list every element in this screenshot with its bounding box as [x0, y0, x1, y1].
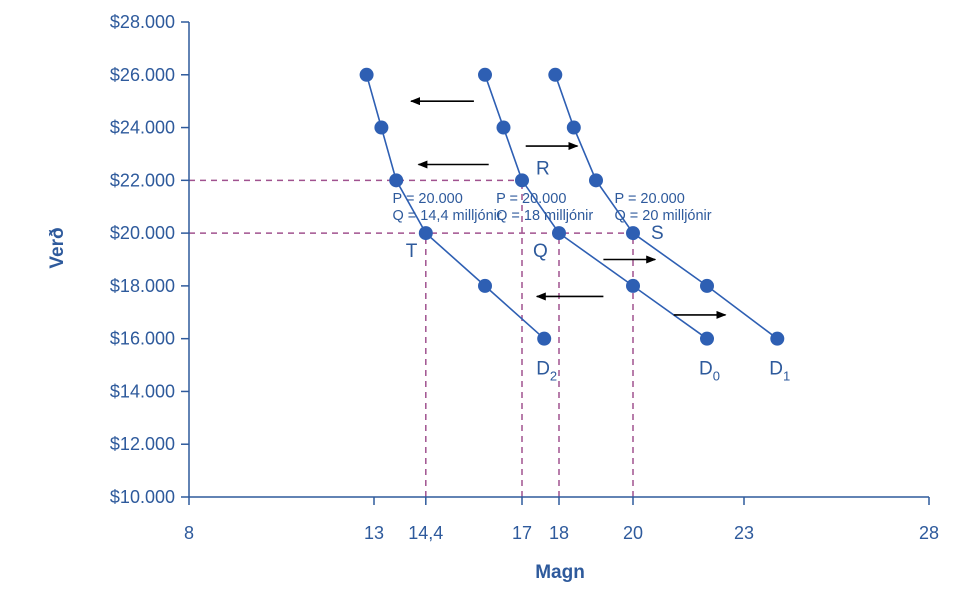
y-tick-label: $20.000 [110, 223, 175, 243]
point-label: Q [533, 241, 548, 262]
data-point [515, 173, 529, 188]
data-point [770, 331, 785, 346]
curve-label-subscript: 2 [550, 369, 557, 384]
x-tick-label: 23 [734, 523, 754, 543]
data-point [478, 278, 492, 293]
curves-layer [365, 74, 778, 340]
annotation-price: P = 20.000 [393, 191, 463, 207]
point-label: S [651, 223, 664, 244]
data-point [537, 331, 552, 346]
data-point [418, 226, 433, 241]
y-tick-label: $22.000 [110, 170, 175, 190]
data-point [359, 67, 374, 82]
y-tick-label: $28.000 [110, 12, 175, 32]
guide-lines-layer [189, 179, 634, 497]
arrows-layer [410, 97, 727, 319]
data-point [389, 173, 404, 188]
data-point [700, 278, 714, 293]
x-tick-label: 8 [184, 523, 194, 543]
x-tick-label: 20 [623, 523, 643, 543]
data-point [478, 67, 492, 82]
data-point [589, 173, 603, 188]
x-tick-label: 18 [549, 523, 569, 543]
demand-curve-d0 [484, 74, 708, 340]
y-tick-label: $18.000 [110, 276, 175, 296]
axes-layer: $10.000 $12.000 $14.000 $16.000 $18.000 $20.0… [110, 12, 939, 543]
y-tick-label: $16.000 [110, 329, 175, 349]
point-label: R [536, 158, 550, 179]
y-axis-title: Verð [47, 227, 68, 268]
point-label: T [406, 241, 418, 262]
x-tick-label: 17 [512, 523, 532, 543]
curve-label-d2: D2 [536, 359, 557, 384]
annotation-price: P = 20.000 [496, 191, 566, 207]
annotation-quantity: Q = 20 milljónir [615, 208, 712, 224]
demand-curve-d1 [554, 74, 778, 340]
y-tick-label: $14.000 [110, 381, 175, 401]
y-tick-label: $26.000 [110, 65, 175, 85]
curve-label-subscript: 1 [783, 369, 790, 384]
data-point [374, 120, 389, 135]
x-axis-title: Magn [535, 562, 585, 583]
x-tick-label: 14,4 [408, 523, 443, 543]
annotation-quantity: Q = 14,4 milljónir [393, 208, 502, 224]
data-point [566, 120, 581, 135]
curve-label-subscript: 0 [713, 369, 720, 384]
demand-curve-d2 [365, 74, 545, 340]
y-tick-label: $12.000 [110, 434, 175, 454]
y-tick-label: $10.000 [110, 487, 175, 507]
x-tick-label: 28 [919, 523, 939, 543]
curve-label-d1: D1 [769, 359, 790, 384]
annotation-price: P = 20.000 [615, 191, 685, 207]
curve-label-d0: D0 [699, 359, 720, 384]
x-tick-label: 13 [364, 523, 384, 543]
points-layer [359, 67, 785, 346]
data-point [700, 331, 714, 346]
data-point [626, 226, 640, 241]
annotation-quantity: Q = 18 milljónir [496, 208, 593, 224]
data-point [626, 278, 640, 293]
data-point [496, 120, 511, 135]
data-point [552, 226, 566, 241]
y-tick-label: $24.000 [110, 118, 175, 138]
data-point [548, 67, 563, 82]
